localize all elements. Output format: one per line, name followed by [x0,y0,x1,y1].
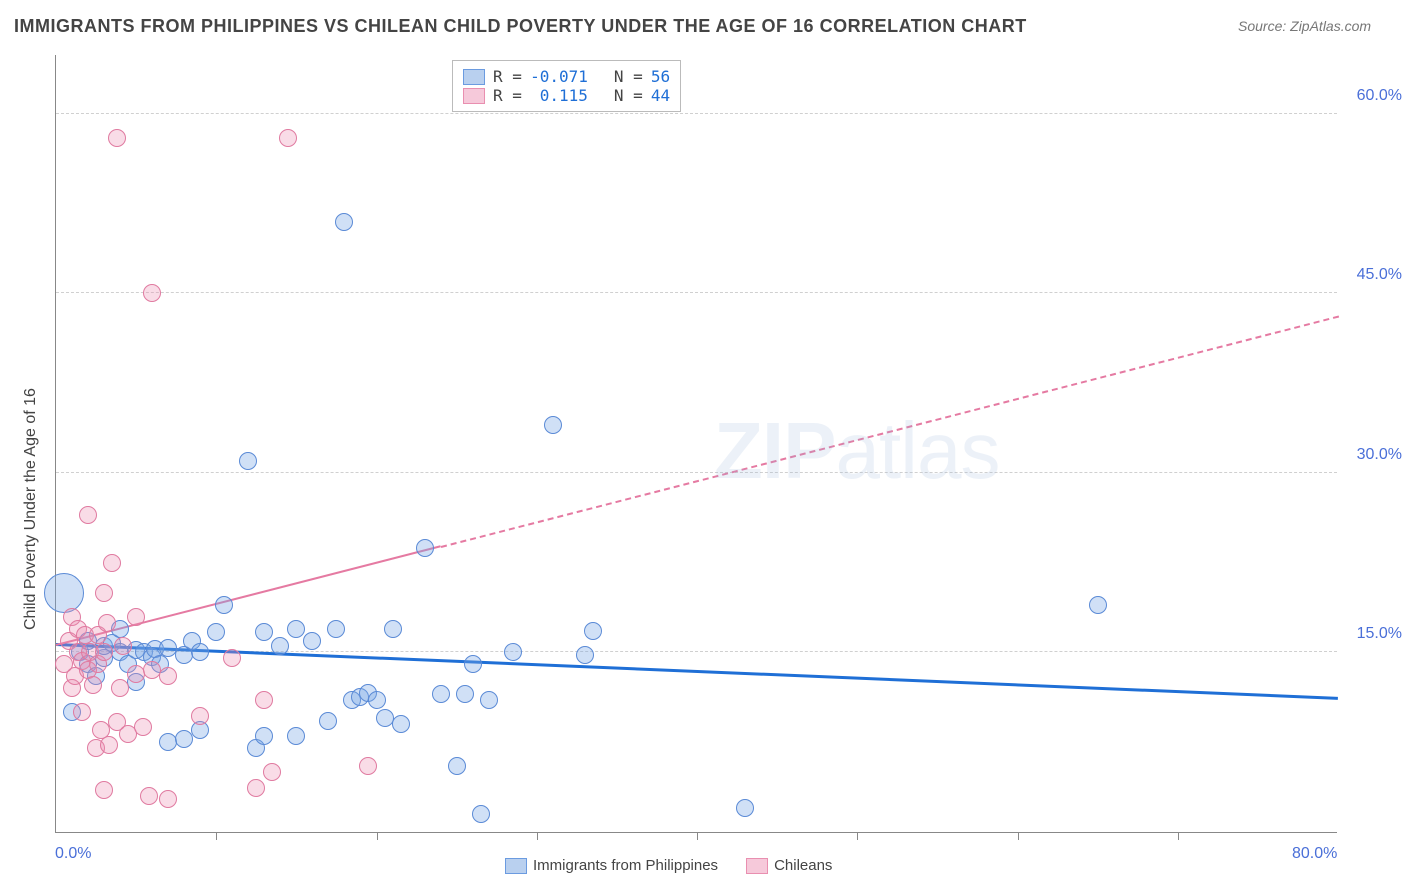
source-label: Source: ZipAtlas.com [1238,18,1371,34]
scatter-point [368,691,386,709]
y-tick-label: 15.0% [1357,625,1402,643]
x-tick [1178,832,1179,840]
scatter-point [392,715,410,733]
scatter-point [79,506,97,524]
plot-area: 15.0%30.0%45.0%60.0% [55,55,1337,833]
scatter-point [159,667,177,685]
x-tick [216,832,217,840]
scatter-point [472,805,490,823]
scatter-point [95,781,113,799]
stats-legend: R = -0.071 N = 56 R = 0.115 N = 44 [452,60,681,112]
scatter-point [456,685,474,703]
watermark-suffix: atlas [835,406,999,495]
legend-N-label: N = [614,67,643,86]
legend-stats-row: R = -0.071 N = 56 [463,67,670,86]
legend-label: Immigrants from Philippines [533,857,718,874]
y-tick-label: 45.0% [1357,266,1402,284]
scatter-point [127,608,145,626]
scatter-point [384,620,402,638]
legend-N-value: 44 [651,86,670,105]
scatter-point [239,452,257,470]
x-tick [697,832,698,840]
scatter-point [1089,596,1107,614]
scatter-point [448,757,466,775]
scatter-point [279,129,297,147]
gridline-horizontal [56,113,1337,114]
watermark-prefix: ZIP [714,406,835,495]
scatter-point [303,632,321,650]
chart-title: IMMIGRANTS FROM PHILIPPINES VS CHILEAN C… [14,16,1027,37]
x-tick [857,832,858,840]
scatter-point [95,643,113,661]
legend-stats-row: R = 0.115 N = 44 [463,86,670,105]
legend-label: Chileans [774,857,832,874]
legend-R-label: R = [493,86,522,105]
scatter-point [464,655,482,673]
scatter-point [576,646,594,664]
x-axis-max-label: 80.0% [1292,845,1337,863]
legend-N-value: 56 [651,67,670,86]
x-tick [537,832,538,840]
scatter-point [287,620,305,638]
scatter-point [114,637,132,655]
legend-item: Immigrants from Philippines [505,857,718,874]
legend-swatch [746,858,768,874]
x-tick [1018,832,1019,840]
scatter-point [108,129,126,147]
series-legend: Immigrants from Philippines Chileans [505,857,832,874]
scatter-point [98,614,116,632]
legend-R-value: 0.115 [530,86,588,105]
scatter-point [480,691,498,709]
scatter-point [159,790,177,808]
watermark: ZIPatlas [714,405,999,497]
x-axis-min-label: 0.0% [55,845,91,863]
scatter-point [359,757,377,775]
scatter-point [223,649,241,667]
legend-N-label: N = [614,86,643,105]
scatter-point [103,554,121,572]
y-axis-label: Child Poverty Under the Age of 16 [22,388,40,630]
scatter-point [111,679,129,697]
legend-R-label: R = [493,67,522,86]
scatter-point [504,643,522,661]
x-tick [377,832,378,840]
scatter-point [544,416,562,434]
scatter-point [207,623,225,641]
scatter-point [327,620,345,638]
scatter-point [416,539,434,557]
scatter-point [432,685,450,703]
scatter-point [100,736,118,754]
scatter-point [134,718,152,736]
scatter-point [255,623,273,641]
scatter-point [191,707,209,725]
gridline-horizontal [56,292,1337,293]
scatter-point [95,584,113,602]
scatter-point [263,763,281,781]
scatter-point [319,712,337,730]
scatter-point [84,676,102,694]
scatter-point [191,643,209,661]
scatter-point [143,284,161,302]
y-tick-label: 30.0% [1357,446,1402,464]
scatter-point [584,622,602,640]
y-tick-label: 60.0% [1357,87,1402,105]
scatter-point [736,799,754,817]
legend-item: Chileans [746,857,832,874]
scatter-point [44,573,84,613]
gridline-horizontal [56,472,1337,473]
legend-R-value: -0.071 [530,67,588,86]
legend-swatch [463,88,485,104]
scatter-point [140,787,158,805]
scatter-point [335,213,353,231]
scatter-point [271,637,289,655]
scatter-point [255,691,273,709]
scatter-point [287,727,305,745]
scatter-point [255,727,273,745]
scatter-point [73,703,91,721]
legend-swatch [463,69,485,85]
scatter-point [247,779,265,797]
legend-swatch [505,858,527,874]
scatter-point [215,596,233,614]
